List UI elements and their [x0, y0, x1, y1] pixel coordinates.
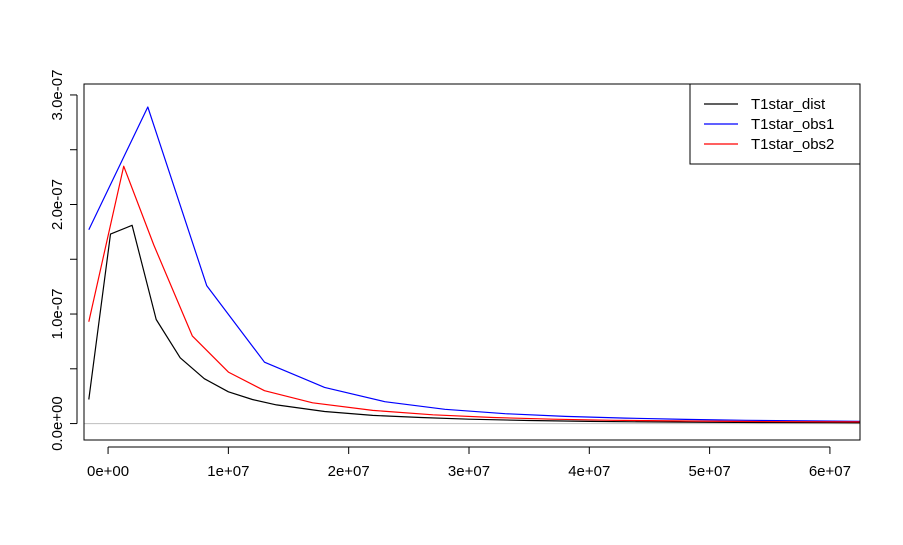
y-tick-label: 1.0e-07	[49, 289, 66, 340]
x-tick-label: 3e+07	[448, 463, 490, 480]
x-tick-label: 4e+07	[568, 463, 610, 480]
legend-label-3: T1star_obs2	[751, 136, 834, 153]
y-axis: 0.0e+00 1.0e-07 2.0e-07 3.0e-07	[49, 70, 78, 451]
series-line-1	[88, 224, 861, 424]
x-tick-label: 1e+07	[207, 463, 249, 480]
series-line-3	[88, 165, 861, 423]
x-axis: 0e+00 1e+07 2e+07 3e+07 4e+07 5e+07 6e+07	[87, 446, 851, 480]
y-tick-label: 2.0e-07	[49, 179, 66, 230]
legend-label-2: T1star_obs1	[751, 116, 834, 133]
series-layer	[88, 106, 861, 424]
x-tick-label: 5e+07	[689, 463, 731, 480]
legend: T1star_dist T1star_obs1 T1star_obs2	[689, 83, 861, 165]
x-tick-label: 6e+07	[809, 463, 851, 480]
series-line-2	[88, 106, 861, 422]
plot-frame	[83, 83, 861, 441]
y-tick-label: 0.0e+00	[49, 396, 66, 451]
y-tick-label: 3.0e-07	[49, 70, 66, 121]
x-tick-label: 0e+00	[87, 463, 129, 480]
x-tick-label: 2e+07	[328, 463, 370, 480]
legend-label-1: T1star_dist	[751, 96, 826, 113]
